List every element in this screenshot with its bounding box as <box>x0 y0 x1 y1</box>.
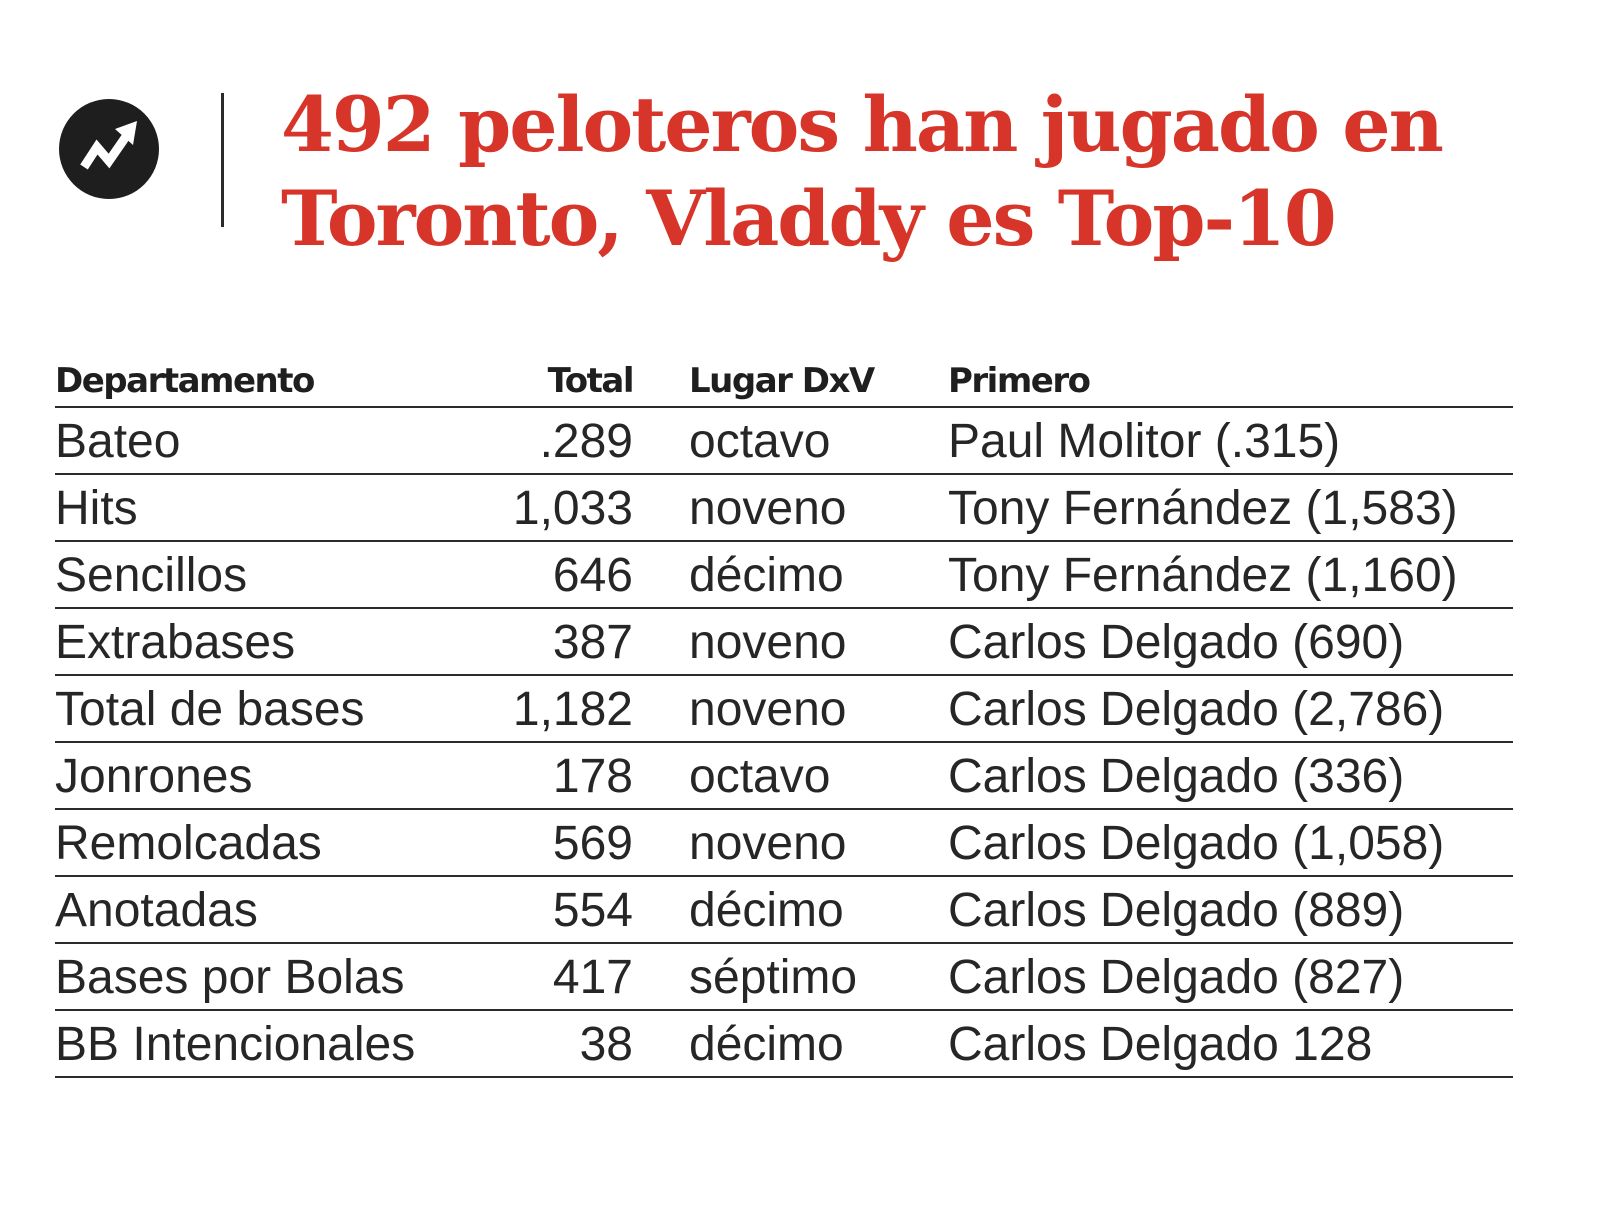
cell-primero: Paul Molitor (.315) <box>948 415 1341 468</box>
header-primero: Primero <box>948 361 1091 401</box>
cell-lugar: décimo <box>689 1018 844 1071</box>
table-row: Hits 1,033 noveno Tony Fernández (1,583) <box>55 475 1513 542</box>
trending-arrow-glyph <box>80 121 137 170</box>
headline-line-2: Toronto, Vladdy es Top-10 <box>281 174 1337 263</box>
cell-primero: Carlos Delgado (336) <box>948 750 1405 803</box>
stats-table: Departamento Total Lugar DxV Primero Bat… <box>55 356 1513 1078</box>
cell-lugar: noveno <box>689 817 847 870</box>
cell-departamento: Bateo <box>55 415 181 468</box>
table-row: Anotadas 554 décimo Carlos Delgado (889) <box>55 877 1513 944</box>
cell-departamento: Sencillos <box>55 549 248 602</box>
cell-departamento: Total de bases <box>55 683 365 736</box>
cell-departamento: Hits <box>55 482 138 535</box>
cell-total: .289 <box>539 415 633 468</box>
cell-departamento: Bases por Bolas <box>55 951 405 1004</box>
cell-total: 387 <box>552 616 633 669</box>
table-row: Bateo .289 octavo Paul Molitor (.315) <box>55 408 1513 475</box>
cell-total: 646 <box>552 549 633 602</box>
header-lugar: Lugar DxV <box>689 361 875 401</box>
cell-primero: Carlos Delgado (827) <box>948 951 1405 1004</box>
cell-primero: Carlos Delgado (690) <box>948 616 1405 669</box>
cell-departamento: Extrabases <box>55 616 296 669</box>
cell-total: 417 <box>552 951 633 1004</box>
cell-lugar: noveno <box>689 616 847 669</box>
table-row: Total de bases 1,182 noveno Carlos Delga… <box>55 676 1513 743</box>
cell-total: 569 <box>552 817 633 870</box>
vertical-divider <box>221 93 224 227</box>
table-row: BB Intencionales 38 décimo Carlos Delgad… <box>55 1011 1513 1078</box>
cell-lugar: noveno <box>689 482 847 535</box>
table-row: Bases por Bolas 417 séptimo Carlos Delga… <box>55 944 1513 1011</box>
cell-primero: Carlos Delgado (1,058) <box>948 817 1445 870</box>
cell-primero: Tony Fernández (1,160) <box>948 549 1458 602</box>
trending-arrow-icon <box>59 99 159 199</box>
table-row: Sencillos 646 décimo Tony Fernández (1,1… <box>55 542 1513 609</box>
cell-total: 1,182 <box>512 683 633 736</box>
cell-total: 178 <box>552 750 633 803</box>
cell-primero: Carlos Delgado 128 <box>948 1018 1373 1071</box>
cell-departamento: BB Intencionales <box>55 1018 416 1071</box>
cell-primero: Tony Fernández (1,583) <box>948 482 1458 535</box>
cell-lugar: séptimo <box>689 951 858 1004</box>
cell-lugar: octavo <box>689 415 831 468</box>
headline-line-1: 492 peloteros han jugado en <box>281 80 1444 169</box>
cell-total: 554 <box>552 884 633 937</box>
table-row: Jonrones 178 octavo Carlos Delgado (336) <box>55 743 1513 810</box>
table-header-row: Departamento Total Lugar DxV Primero <box>55 356 1513 408</box>
header-departamento: Departamento <box>55 361 315 401</box>
cell-departamento: Jonrones <box>55 750 253 803</box>
cell-total: 38 <box>579 1018 633 1071</box>
table-row: Remolcadas 569 noveno Carlos Delgado (1,… <box>55 810 1513 877</box>
headline: 492 peloteros han jugado en Toronto, Vla… <box>281 78 1561 266</box>
table-row: Extrabases 387 noveno Carlos Delgado (69… <box>55 609 1513 676</box>
cell-lugar: noveno <box>689 683 847 736</box>
cell-lugar: octavo <box>689 750 831 803</box>
cell-departamento: Remolcadas <box>55 817 322 870</box>
cell-primero: Carlos Delgado (889) <box>948 884 1405 937</box>
cell-lugar: décimo <box>689 884 844 937</box>
cell-departamento: Anotadas <box>55 884 258 937</box>
cell-lugar: décimo <box>689 549 844 602</box>
cell-total: 1,033 <box>512 482 633 535</box>
cell-primero: Carlos Delgado (2,786) <box>948 683 1445 736</box>
header-total: Total <box>547 361 635 401</box>
